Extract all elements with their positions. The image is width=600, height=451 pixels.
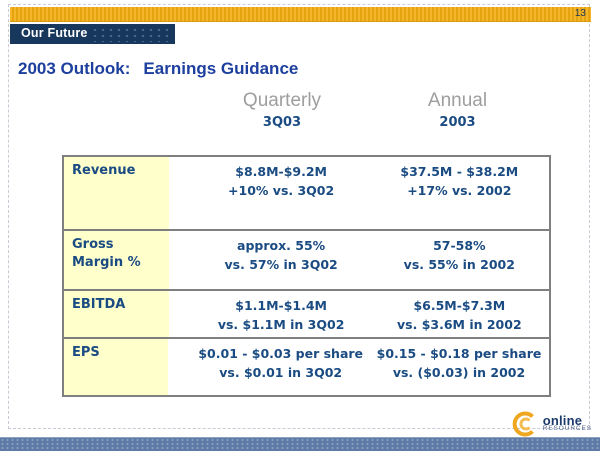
table-row-ebitda: EBITDA $1.1M-$1.4M vs. $1.1M in 3Q02 $6.… <box>64 289 549 337</box>
section-tab-label: Our Future <box>21 26 88 40</box>
logo-text: online RESOURCES <box>543 414 592 433</box>
page-number: 13 <box>574 8 586 19</box>
ebitda-annual-cell: $6.5M-$7.3M vs. $3.6M in 2002 <box>394 291 549 337</box>
revenue-quarterly-cell: $8.8M-$9.2M +10% vs. 3Q02 <box>169 157 394 229</box>
eps-annual-cell: $0.15 - $0.18 per share vs. ($0.03) in 2… <box>377 339 549 395</box>
logo-brand-sub: RESOURCES <box>542 424 592 432</box>
cell-line: vs. $0.01 in 3Q02 <box>219 365 343 380</box>
cell-line: $0.01 - $0.03 per share <box>198 346 364 361</box>
slide-title-prefix: 2003 Outlook: <box>18 59 131 78</box>
column-header-annual: Annual 2003 <box>365 90 550 130</box>
company-logo: online RESOURCES <box>511 408 592 438</box>
ebitda-quarterly-cell: $1.1M-$1.4M vs. $1.1M in 3Q02 <box>169 291 394 337</box>
quarterly-group-label: Quarterly <box>242 90 322 111</box>
cell-line: vs. $1.1M in 3Q02 <box>217 317 345 332</box>
row-label: Gross Margin % <box>64 231 169 289</box>
cell-line: approx. 55% <box>237 238 326 253</box>
dot-pattern <box>91 27 173 42</box>
cell-line: +17% vs. 2002 <box>407 183 512 198</box>
cell-line: $0.15 - $0.18 per share <box>376 346 542 361</box>
section-tab: Our Future <box>10 24 175 44</box>
gross-margin-quarterly-cell: approx. 55% vs. 57% in 3Q02 <box>169 231 394 289</box>
cell-line: $37.5M - $38.2M <box>400 164 519 179</box>
cell-line: $8.8M-$9.2M <box>235 164 327 179</box>
cell-line: 57-58% <box>433 238 486 253</box>
cell-line: vs. ($0.03) in 2002 <box>392 365 526 380</box>
eps-quarterly-cell: $0.01 - $0.03 per share vs. $0.01 in 3Q0… <box>168 339 393 395</box>
table-row-eps: EPS $0.01 - $0.03 per share vs. $0.01 in… <box>64 337 549 395</box>
table-row-revenue: Revenue $8.8M-$9.2M +10% vs. 3Q02 $37.5M… <box>64 157 549 229</box>
logo-brand: online <box>542 412 583 428</box>
cell-line: +10% vs. 3Q02 <box>228 183 335 198</box>
top-gold-bar: 13 <box>10 7 591 22</box>
row-label: EBITDA <box>64 291 169 337</box>
cell-line: vs. $3.6M in 2002 <box>397 317 522 332</box>
quarterly-period-label: 3Q03 <box>262 115 302 130</box>
row-label: EPS <box>64 339 169 395</box>
cell-line: $6.5M-$7.3M <box>413 298 506 313</box>
logo-swirl-icon <box>512 411 534 437</box>
revenue-annual-cell: $37.5M - $38.2M +17% vs. 2002 <box>394 157 549 229</box>
cell-line: vs. 57% in 3Q02 <box>224 257 338 272</box>
column-header-quarterly: Quarterly 3Q03 <box>167 90 397 130</box>
annual-group-label: Annual <box>427 90 488 111</box>
cell-line: vs. 55% in 2002 <box>403 257 515 272</box>
annual-period-label: 2003 <box>439 115 476 130</box>
slide-title: 2003 Outlook: Earnings Guidance <box>18 59 298 79</box>
row-label: Revenue <box>64 157 169 229</box>
slide-title-main: Earnings Guidance <box>143 59 299 78</box>
guidance-table: Revenue $8.8M-$9.2M +10% vs. 3Q02 $37.5M… <box>62 155 551 397</box>
gross-margin-annual-cell: 57-58% vs. 55% in 2002 <box>394 231 549 289</box>
footer-bar <box>0 437 600 451</box>
table-row-gross-margin: Gross Margin % approx. 55% vs. 57% in 3Q… <box>64 229 549 289</box>
cell-line: $1.1M-$1.4M <box>235 298 327 313</box>
